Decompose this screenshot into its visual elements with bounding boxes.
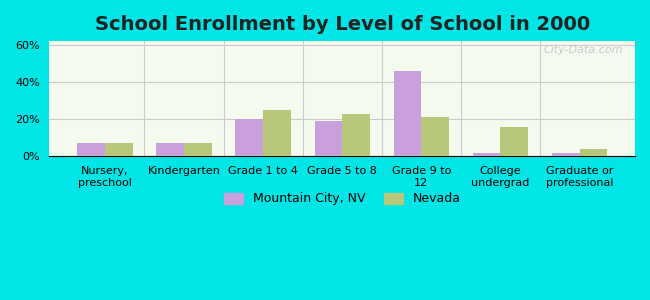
Bar: [156, 143, 184, 156]
Title: School Enrollment by Level of School in 2000: School Enrollment by Level of School in …: [95, 15, 590, 34]
Bar: [105, 143, 133, 156]
Bar: [500, 127, 528, 156]
Bar: [263, 110, 291, 156]
Bar: [343, 114, 370, 156]
Bar: [77, 143, 105, 156]
Bar: [552, 153, 580, 156]
Text: City-Data.com: City-Data.com: [544, 45, 623, 55]
Bar: [315, 121, 343, 156]
Bar: [580, 149, 607, 156]
Bar: [394, 71, 421, 156]
Bar: [184, 143, 212, 156]
Bar: [421, 117, 449, 156]
Legend: Mountain City, NV, Nevada: Mountain City, NV, Nevada: [224, 192, 461, 206]
Bar: [235, 119, 263, 156]
Bar: [473, 153, 501, 156]
